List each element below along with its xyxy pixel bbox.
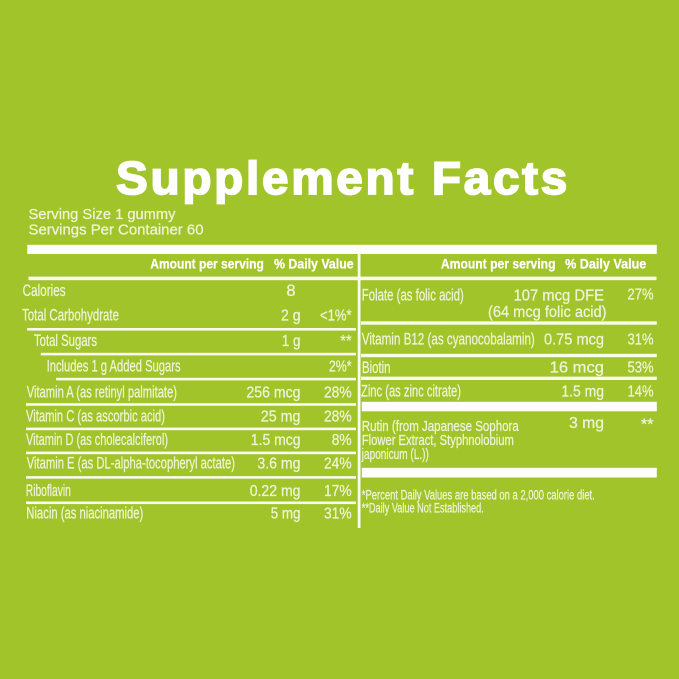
svg-text:<1%*: <1%* bbox=[320, 308, 352, 325]
svg-text:Flower Extract, Styphnolobium: Flower Extract, Styphnolobium bbox=[362, 433, 514, 449]
svg-text:24%: 24% bbox=[324, 456, 352, 473]
svg-text:% Daily Value: % Daily Value bbox=[274, 257, 354, 272]
svg-text:31%: 31% bbox=[628, 331, 654, 348]
svg-text:**: ** bbox=[340, 333, 351, 350]
svg-text:% Daily Value: % Daily Value bbox=[565, 257, 647, 272]
svg-text:28%: 28% bbox=[324, 384, 352, 401]
svg-text:Biotin: Biotin bbox=[362, 358, 391, 377]
svg-text:Riboflavin: Riboflavin bbox=[26, 481, 71, 500]
svg-text:5 mg: 5 mg bbox=[271, 506, 301, 523]
svg-text:(64 mcg folic acid): (64 mcg folic acid) bbox=[488, 304, 607, 321]
svg-text:japonicum (L.)): japonicum (L.)) bbox=[361, 447, 429, 463]
svg-text:28%: 28% bbox=[324, 409, 352, 426]
svg-text:Folate (as folic acid): Folate (as folic acid) bbox=[362, 285, 464, 304]
svg-text:**Daily Value Not Established.: **Daily Value Not Established. bbox=[362, 501, 484, 517]
svg-text:31%: 31% bbox=[324, 506, 352, 523]
svg-text:1.5 mg: 1.5 mg bbox=[561, 383, 604, 400]
svg-text:2 g: 2 g bbox=[281, 308, 301, 325]
svg-text:0.75 mcg: 0.75 mcg bbox=[544, 331, 604, 348]
svg-text:2%*: 2%* bbox=[329, 358, 352, 375]
svg-text:Serving Size 1 gummy: Serving Size 1 gummy bbox=[29, 206, 176, 223]
svg-text:107 mcg DFE: 107 mcg DFE bbox=[514, 287, 605, 304]
svg-text:Zinc (as zinc citrate): Zinc (as zinc citrate) bbox=[361, 381, 461, 400]
svg-text:Vitamin E (as DL-alpha-tocophe: Vitamin E (as DL-alpha-tocopheryl actate… bbox=[27, 454, 235, 473]
svg-text:Rutin (from Japanese Sophora: Rutin (from Japanese Sophora bbox=[362, 419, 520, 435]
svg-text:27%: 27% bbox=[628, 287, 654, 304]
svg-text:3.6 mg: 3.6 mg bbox=[257, 456, 300, 473]
svg-text:8: 8 bbox=[286, 282, 295, 300]
svg-text:Niacin (as niacinamide): Niacin (as niacinamide) bbox=[26, 504, 143, 523]
svg-text:*Percent Daily Values are base: *Percent Daily Values are based on a 2,0… bbox=[362, 488, 595, 504]
svg-text:14%: 14% bbox=[628, 383, 654, 400]
svg-text:53%: 53% bbox=[628, 360, 654, 377]
svg-text:3 mg: 3 mg bbox=[569, 415, 604, 432]
svg-text:Vitamin D (as cholecalciferol): Vitamin D (as cholecalciferol) bbox=[26, 430, 168, 449]
svg-text:1 g: 1 g bbox=[282, 333, 301, 350]
svg-text:17%: 17% bbox=[324, 483, 352, 500]
svg-text:Amount per serving: Amount per serving bbox=[150, 257, 263, 272]
svg-text:Vitamin B12 (as cyanocobalamin: Vitamin B12 (as cyanocobalamin) bbox=[362, 329, 535, 348]
svg-text:1.5 mcg: 1.5 mcg bbox=[251, 432, 301, 449]
svg-text:8%: 8% bbox=[332, 432, 352, 449]
svg-text:Total Sugars: Total Sugars bbox=[34, 331, 97, 350]
svg-text:Total Carbohydrate: Total Carbohydrate bbox=[22, 306, 119, 325]
svg-text:Supplement Facts: Supplement Facts bbox=[116, 152, 570, 204]
svg-text:**: ** bbox=[641, 417, 654, 434]
svg-text:25 mg: 25 mg bbox=[261, 409, 301, 426]
svg-text:0.22 mg: 0.22 mg bbox=[250, 483, 301, 500]
svg-text:Includes 1 g Added Sugars: Includes 1 g Added Sugars bbox=[47, 356, 181, 375]
svg-text:Calories: Calories bbox=[23, 281, 66, 300]
svg-text:Vitamin C (as ascorbic acid): Vitamin C (as ascorbic acid) bbox=[26, 407, 165, 426]
svg-text:256 mcg: 256 mcg bbox=[246, 384, 300, 401]
svg-text:Servings Per Container 60: Servings Per Container 60 bbox=[29, 222, 204, 239]
svg-text:Vitamin A (as retinyl palmitat: Vitamin A (as retinyl palmitate) bbox=[27, 382, 177, 401]
svg-text:Amount per serving: Amount per serving bbox=[441, 257, 556, 272]
svg-text:16 mcg: 16 mcg bbox=[550, 360, 604, 377]
